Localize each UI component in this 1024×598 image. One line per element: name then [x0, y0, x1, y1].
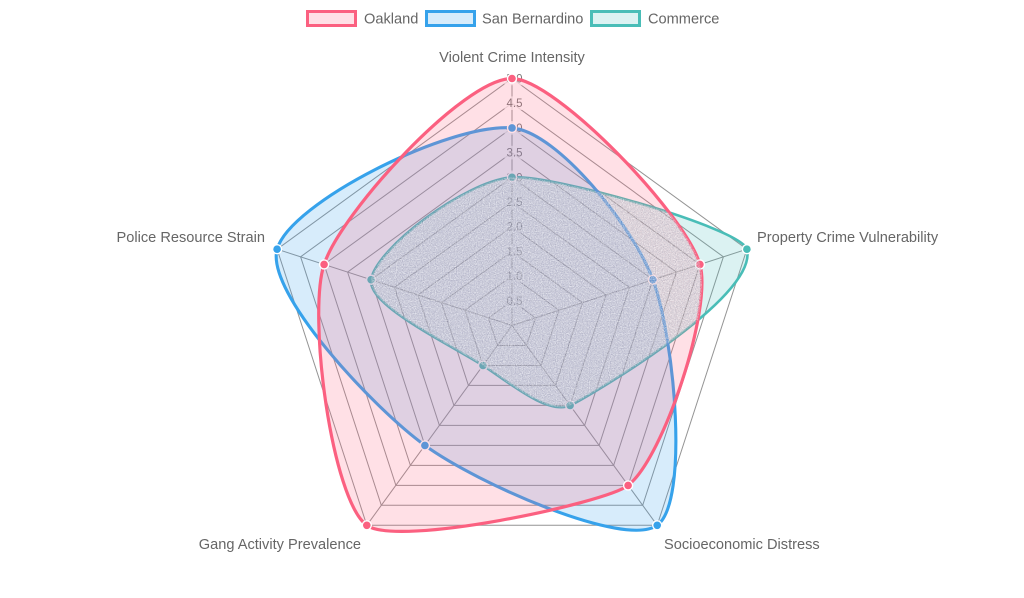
svg-text:Oakland: Oakland	[364, 12, 418, 28]
svg-text:Socioeconomic Distress: Socioeconomic Distress	[664, 537, 820, 553]
svg-text:Violent Crime Intensity: Violent Crime Intensity	[439, 50, 585, 66]
svg-text:Police Resource Strain: Police Resource Strain	[117, 230, 265, 246]
svg-text:San Bernardino: San Bernardino	[482, 12, 583, 28]
svg-text:4.5: 4.5	[507, 98, 523, 110]
svg-text:3.5: 3.5	[507, 148, 523, 160]
svg-text:Property Crime Vulnerability: Property Crime Vulnerability	[757, 230, 939, 246]
svg-text:Gang Activity Prevalence: Gang Activity Prevalence	[199, 537, 361, 553]
svg-text:Commerce: Commerce	[648, 12, 719, 28]
